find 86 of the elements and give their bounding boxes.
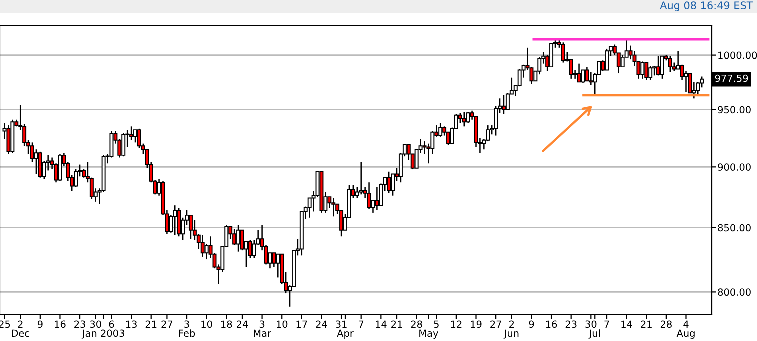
x-tick-label: 24: [316, 320, 328, 328]
x-tick-label: 16: [546, 320, 558, 328]
candlestick: [668, 56, 672, 74]
x-tick-label: 5: [434, 320, 439, 328]
candlestick: [640, 61, 645, 80]
y-tick-label: 1000.00: [718, 52, 757, 60]
candlestick: [652, 65, 657, 76]
candlestick: [550, 43, 554, 68]
x-tick-label: 2 Dec: [12, 320, 30, 338]
candlestick: [6, 124, 11, 155]
candlestick: [589, 72, 594, 86]
candlestick: [34, 148, 38, 175]
candlestick: [38, 151, 42, 178]
x-tick-label: Jan 2003: [82, 330, 124, 339]
candlestick: [620, 54, 625, 68]
x-tick-label: 21: [146, 320, 157, 328]
x-tick-label: 24: [237, 320, 248, 328]
candlestick: [375, 186, 380, 212]
y-tick-label: 800.00: [718, 288, 751, 296]
candlestick: [518, 68, 522, 88]
candlestick: [387, 171, 392, 194]
x-tick-label: 19: [471, 320, 482, 328]
x-tick-label: 23: [74, 320, 86, 328]
candlestick: [204, 244, 209, 260]
x-tick-label: 17: [296, 320, 308, 328]
x-tick-label: 14: [376, 320, 387, 328]
text: 977.59: [715, 74, 748, 82]
x-tick-label: 27: [490, 320, 502, 328]
candlestick: [236, 224, 241, 252]
candlestick: [561, 42, 566, 64]
x-tick-label: Apr: [337, 330, 354, 340]
x-tick-label: 23: [566, 320, 577, 328]
x-tick-label: 13: [126, 320, 137, 328]
x-tick-label: 31: [336, 320, 347, 328]
x-tick-label: 30: [586, 320, 597, 328]
candlestick: [438, 122, 443, 138]
x-tick-label: 9: [529, 320, 534, 328]
candlestick: [332, 198, 336, 218]
candlestick: [367, 182, 372, 210]
candlestick: [200, 234, 205, 258]
candlestick: [462, 111, 466, 128]
y-tick-label: 900.00: [718, 164, 751, 171]
x-tick-label: 7: [604, 320, 610, 328]
x-tick-label: 7: [359, 320, 364, 328]
candlestick: [605, 48, 609, 71]
candlestick: [240, 230, 244, 252]
candlestick: [656, 56, 660, 76]
candlestick: [506, 92, 510, 110]
candlestick: [177, 207, 182, 238]
candlestick: [272, 252, 276, 268]
candlestick: [188, 214, 193, 240]
x-tick-label: 21: [641, 320, 652, 328]
candlestick: [466, 111, 470, 124]
x-tick-label: 28: [660, 320, 672, 328]
x-tick-label: 6: [109, 320, 114, 328]
x-tick-label: 2 Jun: [504, 320, 519, 339]
candlestick: [585, 66, 590, 82]
x-tick-label: Jul: [588, 330, 600, 339]
candlestick: [232, 228, 237, 246]
y-tick-label: 850.00: [718, 224, 751, 232]
x-tick-label: 16: [55, 320, 66, 328]
x-tick-label: 3 Feb: [179, 320, 196, 338]
candlestick: [660, 56, 664, 80]
x-tick-label: 10: [276, 320, 288, 328]
y-tick-label: 950.00: [718, 106, 751, 114]
x-tick-label: 21: [392, 320, 402, 328]
x-tick-label: 27: [162, 320, 173, 328]
candlestick: [502, 94, 506, 115]
x-tick-label: May: [420, 330, 438, 340]
x-tick-label: 28: [411, 320, 422, 328]
x-tick-label: 9: [38, 320, 43, 328]
candlestick: [134, 129, 138, 144]
candlestick: [648, 65, 653, 81]
candlestick: [173, 204, 178, 236]
x-tick-label: 14: [622, 320, 632, 328]
x-tick-label: 30: [90, 320, 102, 328]
x-tick-label: 4 Aug: [676, 320, 695, 340]
candlestick: [359, 162, 364, 196]
candlestick: [74, 168, 78, 188]
x-tick-label: 18: [222, 320, 232, 328]
candlestick: [122, 132, 126, 158]
x-tick-label: 10: [202, 320, 212, 328]
candlestick: [644, 62, 649, 81]
x-tick-label: 3 Mar: [254, 320, 272, 338]
text: Aug 08 16:49 EST: [660, 2, 754, 12]
x-tick-label: 12: [451, 320, 462, 328]
